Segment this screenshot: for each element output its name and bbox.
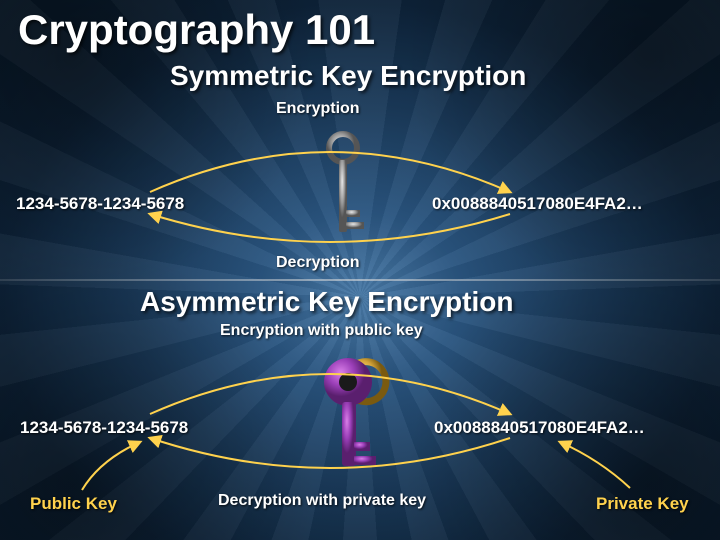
asymmetric-heading: Asymmetric Key Encryption <box>140 286 513 318</box>
symmetric-encryption-label: Encryption <box>276 100 360 118</box>
asymmetric-encryption-label: Encryption with public key <box>220 322 423 340</box>
private-key-label: Private Key <box>596 494 689 514</box>
public-key-label: Public Key <box>30 494 117 514</box>
skeleton-key-icon <box>318 130 368 250</box>
asymmetric-plaintext: 1234-5678-1234-5678 <box>20 418 188 438</box>
symmetric-decryption-label: Decryption <box>276 254 360 272</box>
asymmetric-decryption-label: Decryption with private key <box>218 492 426 510</box>
section-divider <box>0 279 720 281</box>
symmetric-ciphertext: 0x0088840517080E4FA2… <box>432 194 643 214</box>
purple-key-icon <box>302 350 412 480</box>
asymmetric-ciphertext: 0x0088840517080E4FA2… <box>434 418 645 438</box>
symmetric-heading: Symmetric Key Encryption <box>170 60 526 92</box>
page-title: Cryptography 101 <box>18 6 375 54</box>
symmetric-plaintext: 1234-5678-1234-5678 <box>16 194 184 214</box>
